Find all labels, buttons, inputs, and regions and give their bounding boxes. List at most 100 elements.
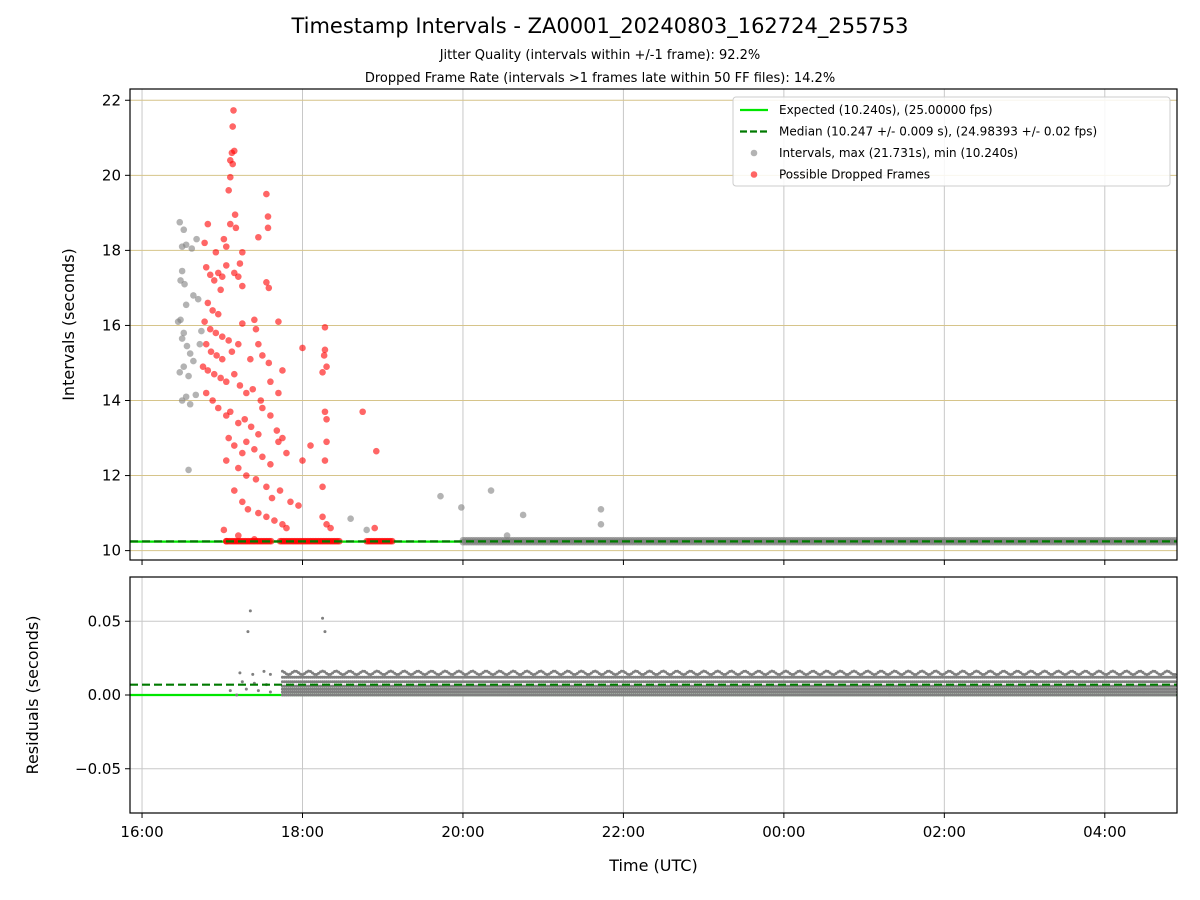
residual-point bbox=[888, 672, 892, 676]
interval-point bbox=[194, 295, 202, 303]
dropped-frame-point bbox=[371, 524, 379, 532]
dropped-frame-point bbox=[226, 220, 234, 228]
residual-point bbox=[902, 671, 906, 675]
residual-point bbox=[1173, 687, 1177, 691]
dropped-frame-point bbox=[229, 123, 236, 130]
y-tick-label: 0.05 bbox=[88, 612, 121, 630]
dropped-frame-point bbox=[222, 457, 230, 464]
dropped-frame-point bbox=[263, 513, 270, 521]
dropped-frame-point bbox=[271, 517, 278, 524]
dropped-frame-point bbox=[247, 355, 254, 363]
residual-point bbox=[238, 671, 242, 675]
dropped-frame-point bbox=[229, 160, 236, 168]
residual-point bbox=[990, 670, 994, 674]
dropped-frame-point bbox=[235, 273, 242, 280]
residual-point bbox=[922, 670, 926, 674]
dropped-frame-point bbox=[202, 389, 210, 397]
interval-point bbox=[182, 393, 190, 401]
interval-point bbox=[181, 280, 188, 288]
dropped-frame-point bbox=[235, 340, 242, 348]
dropped-frame-point bbox=[255, 233, 262, 241]
dropped-frame-point bbox=[263, 278, 270, 286]
dropped-frame-point bbox=[217, 286, 224, 294]
x-tick-label: 22:00 bbox=[602, 823, 645, 841]
dropped-frame-point bbox=[230, 487, 238, 494]
y-axis-label: Intervals (seconds) bbox=[59, 248, 78, 401]
dropped-frame-point bbox=[241, 415, 249, 423]
dropped-frame-point bbox=[259, 453, 266, 461]
dropped-frame-point bbox=[218, 273, 226, 280]
residual-point bbox=[251, 672, 255, 676]
dropped-frame-point bbox=[265, 359, 273, 367]
interval-point bbox=[186, 400, 194, 408]
residual-point bbox=[303, 672, 306, 676]
dropped-frame-point bbox=[226, 408, 234, 416]
dropped-frame-point bbox=[279, 367, 286, 374]
residual-point bbox=[561, 672, 565, 676]
residual-point bbox=[1127, 670, 1131, 674]
residual-point bbox=[664, 670, 668, 674]
interval-point bbox=[196, 340, 204, 348]
dropped-frame-point bbox=[276, 487, 284, 494]
dropped-frame-rate-subtitle: Dropped Frame Rate (intervals >1 frames … bbox=[364, 71, 836, 86]
interval-point bbox=[363, 526, 370, 534]
dropped-frame-point bbox=[217, 374, 224, 382]
x-tick-label: 16:00 bbox=[120, 823, 163, 841]
dropped-frame-point bbox=[209, 307, 216, 314]
residual-point bbox=[629, 672, 633, 676]
dropped-frame-point bbox=[321, 408, 329, 416]
dropped-frame-point bbox=[275, 318, 282, 325]
interval-point bbox=[487, 487, 495, 494]
residual-point bbox=[248, 609, 252, 613]
dropped-frame-point bbox=[201, 239, 208, 247]
dropped-frame-point bbox=[373, 447, 380, 455]
interval-point bbox=[190, 357, 197, 365]
dropped-frame-point bbox=[218, 333, 226, 340]
dropped-frame-point bbox=[287, 498, 294, 506]
residual-point bbox=[1173, 672, 1177, 676]
dropped-frame-point bbox=[212, 248, 220, 256]
interval-point bbox=[437, 492, 444, 500]
interval-point bbox=[597, 521, 605, 528]
interval-point bbox=[182, 241, 190, 249]
interval-point bbox=[185, 466, 192, 474]
dropped-frame-point bbox=[275, 389, 282, 397]
dropped-frame-point bbox=[236, 260, 244, 267]
dropped-frame-point bbox=[252, 476, 260, 483]
dropped-frame-point bbox=[212, 329, 220, 337]
dropped-frame-point bbox=[255, 509, 262, 517]
dropped-frame-point bbox=[267, 460, 274, 468]
dropped-frame-point bbox=[323, 363, 330, 371]
dropped-frame-point bbox=[243, 389, 250, 397]
dropped-frame-point bbox=[255, 430, 262, 438]
dropped-frame-point bbox=[235, 419, 242, 427]
interval-point bbox=[192, 391, 200, 399]
dropped-frame-point bbox=[321, 457, 329, 464]
residual-point bbox=[1059, 670, 1063, 674]
legend-entry: Expected (10.240s), (25.00000 fps) bbox=[779, 103, 993, 117]
dropped-frame-point bbox=[214, 404, 222, 412]
interval-point bbox=[198, 327, 205, 335]
residual-point bbox=[956, 672, 960, 676]
jitter-quality-subtitle: Jitter Quality (intervals within +/-1 fr… bbox=[439, 48, 761, 63]
dropped-frame-point bbox=[263, 483, 270, 491]
dropped-frame-point bbox=[201, 318, 208, 325]
interval-point bbox=[519, 511, 527, 519]
x-tick-label: 02:00 bbox=[923, 823, 966, 841]
dropped-frame-point bbox=[267, 378, 274, 386]
chart-title: Timestamp Intervals - ZA0001_20240803_16… bbox=[291, 14, 909, 38]
interval-point bbox=[193, 235, 200, 243]
residual-point bbox=[228, 689, 232, 693]
residual-point bbox=[698, 672, 702, 676]
dropped-frame-point bbox=[239, 449, 246, 457]
x-tick-label: 00:00 bbox=[762, 823, 805, 841]
dropped-frame-point bbox=[247, 423, 255, 431]
interval-point bbox=[185, 372, 192, 380]
dropped-frame-point bbox=[307, 442, 314, 449]
dropped-frame-point bbox=[239, 282, 246, 290]
residual-point bbox=[868, 670, 872, 674]
interval-point bbox=[190, 292, 197, 299]
dropped-frame-point bbox=[243, 438, 250, 446]
residual-point bbox=[246, 630, 250, 634]
dropped-frame-point bbox=[230, 370, 238, 378]
